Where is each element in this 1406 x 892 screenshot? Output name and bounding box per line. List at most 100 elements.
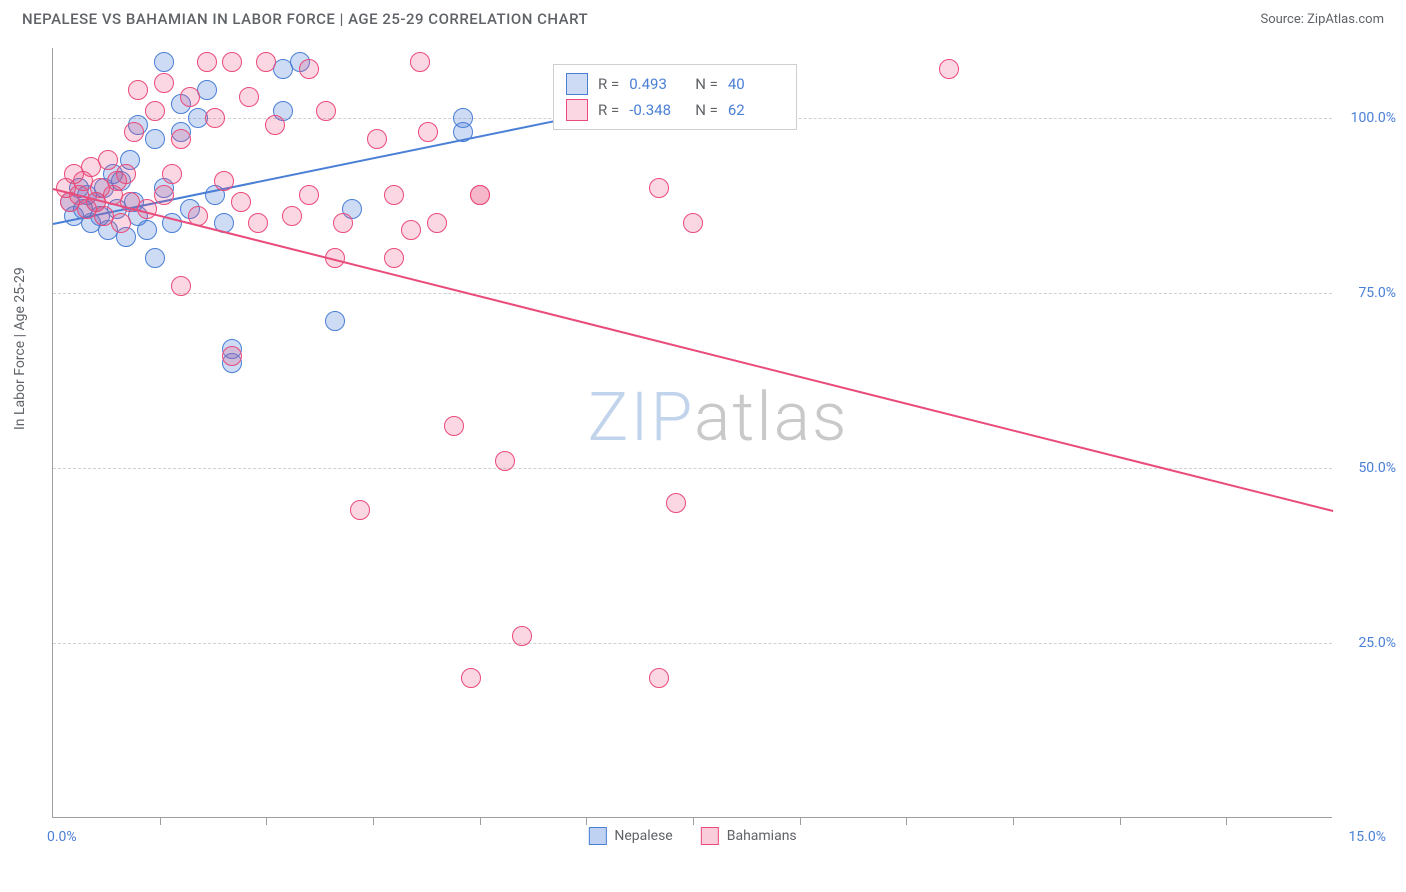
scatter-point <box>137 220 157 240</box>
legend-r-value: 0.493 <box>629 75 685 93</box>
scatter-point <box>214 171 234 191</box>
scatter-point <box>649 668 669 688</box>
x-tick-mark <box>1120 817 1121 825</box>
scatter-point <box>171 276 191 296</box>
legend-n-label: N = <box>695 75 718 93</box>
scatter-point <box>384 185 404 205</box>
scatter-point <box>197 80 217 100</box>
y-axis-label: In Labor Force | Age 25-29 <box>12 267 28 430</box>
scatter-point <box>367 129 387 149</box>
legend-swatch <box>701 827 719 845</box>
scatter-point <box>197 52 217 72</box>
scatter-point <box>350 500 370 520</box>
legend-n-value: 62 <box>728 101 784 119</box>
scatter-point <box>231 192 251 212</box>
x-tick-mark <box>1013 817 1014 825</box>
scatter-point <box>683 213 703 233</box>
scatter-point <box>333 213 353 233</box>
gridline-h <box>53 293 1332 294</box>
y-tick-label: 25.0% <box>1340 635 1396 651</box>
x-tick-mark <box>906 817 907 825</box>
scatter-point <box>154 185 174 205</box>
scatter-point <box>239 87 259 107</box>
scatter-point <box>299 185 319 205</box>
scatter-point <box>171 129 191 149</box>
scatter-point <box>401 220 421 240</box>
legend-r-value: -0.348 <box>629 101 685 119</box>
chart-header: NEPALESE VS BAHAMIAN IN LABOR FORCE | AG… <box>0 0 1406 36</box>
x-tick-mark <box>373 817 374 825</box>
legend-swatch <box>566 73 588 95</box>
y-tick-label: 50.0% <box>1340 460 1396 476</box>
y-tick-label: 100.0% <box>1340 110 1396 126</box>
scatter-point <box>410 52 430 72</box>
scatter-point <box>154 52 174 72</box>
scatter-point <box>222 346 242 366</box>
chart-plot-area: ZIPatlas 25.0%50.0%75.0%100.0%0.0%15.0%R… <box>52 48 1332 818</box>
gridline-h <box>53 468 1332 469</box>
legend-r-label: R = <box>598 101 619 119</box>
scatter-point <box>418 122 438 142</box>
scatter-point <box>116 164 136 184</box>
scatter-point <box>205 108 225 128</box>
watermark-zip: ZIP <box>588 377 694 457</box>
scatter-point <box>248 213 268 233</box>
legend-label: Nepalese <box>614 828 672 844</box>
scatter-point <box>180 87 200 107</box>
scatter-point <box>98 150 118 170</box>
x-axis-label-left: 0.0% <box>47 829 77 845</box>
legend-item: Bahamians <box>701 827 797 845</box>
watermark-atlas: atlas <box>694 377 849 457</box>
legend-item: Nepalese <box>588 827 672 845</box>
scatter-point <box>111 213 131 233</box>
gridline-h <box>53 643 1332 644</box>
series-legend: Nepalese Bahamians <box>588 827 796 845</box>
scatter-point <box>316 101 336 121</box>
scatter-point <box>282 206 302 226</box>
chart-title: NEPALESE VS BAHAMIAN IN LABOR FORCE | AG… <box>22 10 588 28</box>
scatter-point <box>256 52 276 72</box>
scatter-point <box>649 178 669 198</box>
scatter-point <box>145 101 165 121</box>
x-tick-mark <box>160 817 161 825</box>
scatter-point <box>222 52 242 72</box>
x-tick-mark <box>1226 817 1227 825</box>
scatter-point <box>444 416 464 436</box>
scatter-point <box>384 248 404 268</box>
legend-label: Bahamians <box>727 828 797 844</box>
scatter-point <box>145 248 165 268</box>
correlation-legend: R = 0.493 N = 40 R = -0.348 N = 62 <box>553 64 797 130</box>
legend-row: R = 0.493 N = 40 <box>566 71 784 97</box>
legend-row: R = -0.348 N = 62 <box>566 97 784 123</box>
scatter-point <box>162 164 182 184</box>
scatter-point <box>427 213 447 233</box>
scatter-point <box>128 80 148 100</box>
scatter-point <box>299 59 319 79</box>
scatter-point <box>512 626 532 646</box>
scatter-point <box>470 185 490 205</box>
legend-swatch <box>566 99 588 121</box>
x-axis-label-right: 15.0% <box>1348 829 1386 845</box>
x-tick-mark <box>266 817 267 825</box>
scatter-point <box>495 451 515 471</box>
x-tick-mark <box>800 817 801 825</box>
legend-r-label: R = <box>598 75 619 93</box>
trend-line <box>53 188 1333 512</box>
x-tick-mark <box>693 817 694 825</box>
watermark: ZIPatlas <box>588 377 849 457</box>
legend-n-value: 40 <box>728 75 784 93</box>
chart-source: Source: ZipAtlas.com <box>1260 12 1384 27</box>
scatter-point <box>666 493 686 513</box>
scatter-point <box>145 129 165 149</box>
x-tick-mark <box>586 817 587 825</box>
scatter-point <box>265 115 285 135</box>
scatter-point <box>453 108 473 128</box>
scatter-point <box>939 59 959 79</box>
legend-swatch <box>588 827 606 845</box>
legend-n-label: N = <box>695 101 718 119</box>
y-tick-label: 75.0% <box>1340 285 1396 301</box>
scatter-point <box>124 122 144 142</box>
scatter-point <box>154 73 174 93</box>
scatter-point <box>325 311 345 331</box>
scatter-point <box>461 668 481 688</box>
